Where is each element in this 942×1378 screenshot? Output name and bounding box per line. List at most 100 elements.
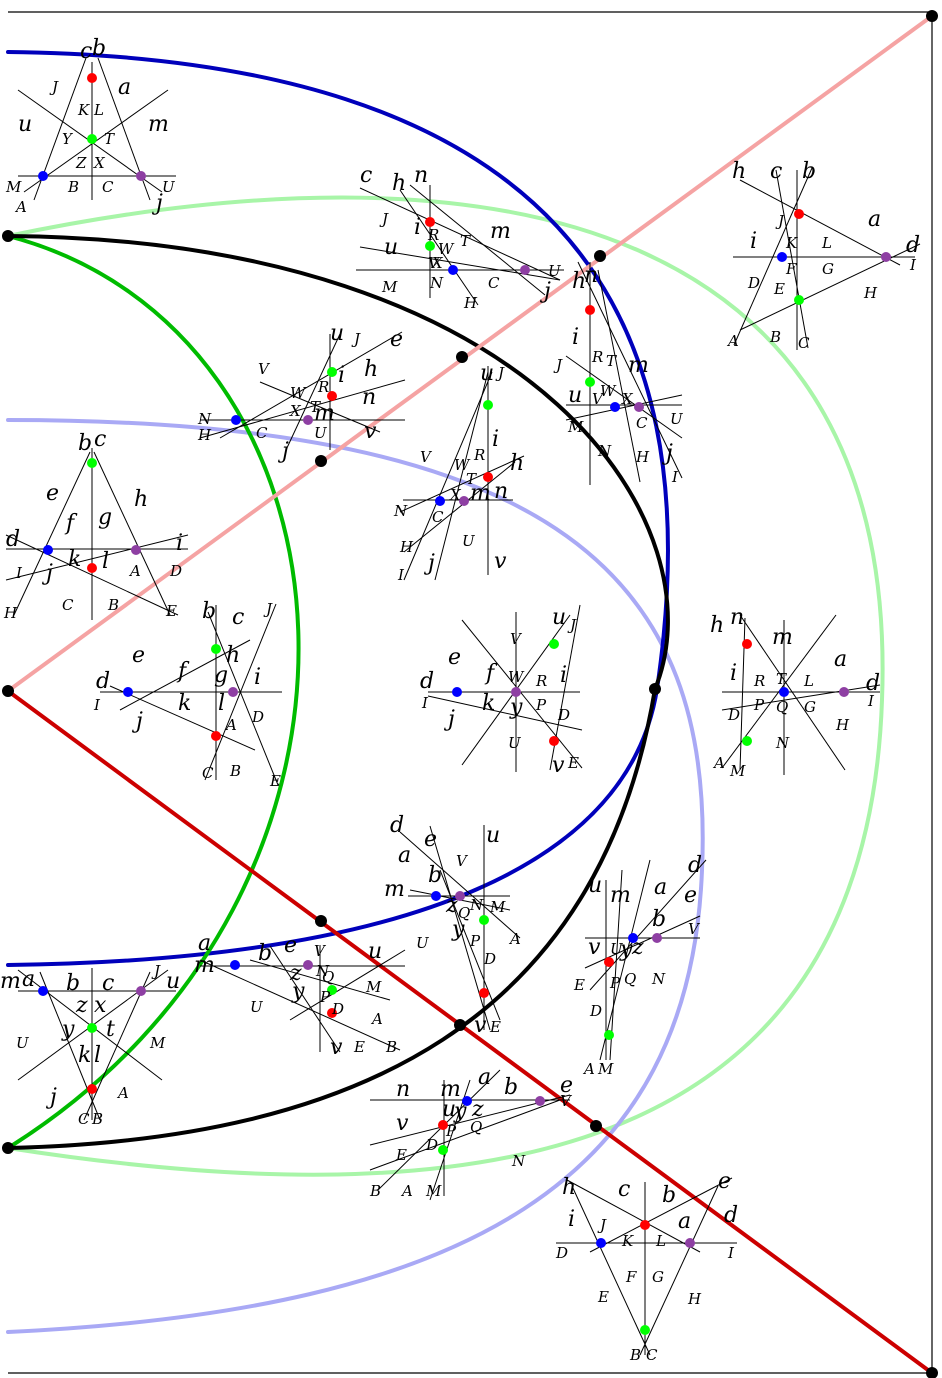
glyph-label: W [600, 382, 617, 400]
glyph-label: P [535, 696, 547, 714]
colored-point [549, 639, 559, 649]
glyph-label: Q [322, 968, 334, 986]
glyph-label: B [369, 1182, 381, 1200]
glyph-label: K [77, 101, 90, 119]
glyph-label: m [610, 883, 631, 908]
glyph-label: l [218, 691, 225, 716]
light-blue-arc [6, 418, 705, 1334]
glyph-label: L [821, 234, 832, 252]
glyph-label: D [331, 1000, 344, 1018]
colored-point [327, 367, 337, 377]
glyph-label: a [198, 931, 211, 956]
colored-points [38, 73, 891, 1335]
glyph-label: B [229, 762, 241, 780]
glyph-label: I [15, 564, 23, 582]
glyph-label: z [75, 993, 88, 1018]
glyph-label: N [469, 896, 484, 914]
glyph-label: A [400, 1182, 413, 1200]
glyph-label: b [78, 431, 92, 456]
glyph-label: Q [458, 904, 470, 922]
glyph-label: P [753, 696, 765, 714]
glyph-label: k [68, 547, 81, 572]
glyph-label: D [589, 1002, 602, 1020]
glyph-label: H [635, 448, 650, 466]
glyph-label: H [687, 1290, 702, 1308]
glyph-label: b [258, 941, 272, 966]
glyph-label: E [489, 1018, 501, 1036]
glyph-label: v [494, 549, 507, 574]
colored-point [131, 545, 141, 555]
glyph-label: e [132, 643, 145, 668]
glyph-label: z [631, 935, 644, 960]
colored-point [455, 891, 465, 901]
colored-point [881, 252, 891, 262]
colored-point [640, 1220, 650, 1230]
colored-point [839, 687, 849, 697]
green-arc [6, 234, 301, 1150]
glyph-label: a [118, 75, 131, 100]
glyph-label: c [618, 1177, 630, 1202]
glyph-label: J [495, 364, 505, 382]
glyph-label: y [61, 1017, 75, 1042]
glyph-label: v [552, 753, 565, 778]
glyph-label: Q [470, 1118, 482, 1136]
glyph-label: u [568, 383, 582, 408]
glyph-label: u [552, 605, 566, 630]
glyph-label: a [398, 843, 411, 868]
glyph-label: d [96, 669, 110, 694]
glyph-label: J [553, 356, 563, 374]
glyph-label: k [482, 691, 495, 716]
glyph-label: H [835, 716, 850, 734]
glyph-label: Q [776, 698, 788, 716]
vertex-labels: c b J a K L u m Y T Z X M B C U A j c h … [0, 36, 920, 1364]
glyph-label: l [102, 549, 109, 574]
glyph-label: R [427, 226, 439, 244]
glyph-label: n [494, 479, 508, 504]
glyph-label: P [609, 974, 621, 992]
glyph-label: I [671, 468, 679, 486]
glyph-label: V [510, 630, 523, 648]
light-green-arc [6, 195, 885, 1177]
colored-point [327, 391, 337, 401]
glyph-label: V [428, 254, 441, 272]
glyph-label: M [381, 278, 398, 296]
glyph-label: N [651, 970, 666, 988]
glyph-label: E [773, 280, 785, 298]
glyph-label: u [18, 112, 32, 137]
glyph-label: X [289, 402, 302, 420]
colored-point [610, 402, 620, 412]
glyph-label: M [597, 1060, 614, 1078]
glyph-label: I [727, 1244, 735, 1262]
glyph-label: I [93, 696, 101, 714]
glyph-label: A [712, 754, 725, 772]
glyph-label: E [269, 772, 281, 790]
glyph-label: V [258, 360, 271, 378]
glyph-label: z [445, 893, 458, 918]
glyph-label: Q [624, 970, 636, 988]
colored-point [742, 736, 752, 746]
colored-point [652, 933, 662, 943]
glyph-label: P [445, 1122, 457, 1140]
glyph-label: J [151, 962, 161, 980]
glyph-label: m [0, 969, 21, 994]
glyph-label: C [798, 334, 810, 352]
glyph-label: T [104, 130, 115, 148]
glyph-label: X [431, 254, 444, 272]
glyph-label: W [438, 240, 455, 258]
glyph-label: d [688, 853, 702, 878]
glyph-label: b [504, 1075, 518, 1100]
glyph-label: n [730, 605, 744, 630]
glyph-label: I [909, 256, 917, 274]
colored-point [483, 472, 493, 482]
glyph-label: d [390, 813, 404, 838]
glyph-label: H [399, 538, 414, 556]
glyph-label: c [360, 163, 372, 188]
glyph-label: N [429, 274, 444, 292]
glyph-label: M [729, 762, 746, 780]
glyph-label: h [572, 269, 586, 294]
glyph-label: h [226, 643, 240, 668]
glyph-label: c [80, 39, 92, 64]
glyph-label: V [314, 942, 327, 960]
pink-line [6, 14, 934, 693]
glyph-label: y [291, 979, 305, 1004]
